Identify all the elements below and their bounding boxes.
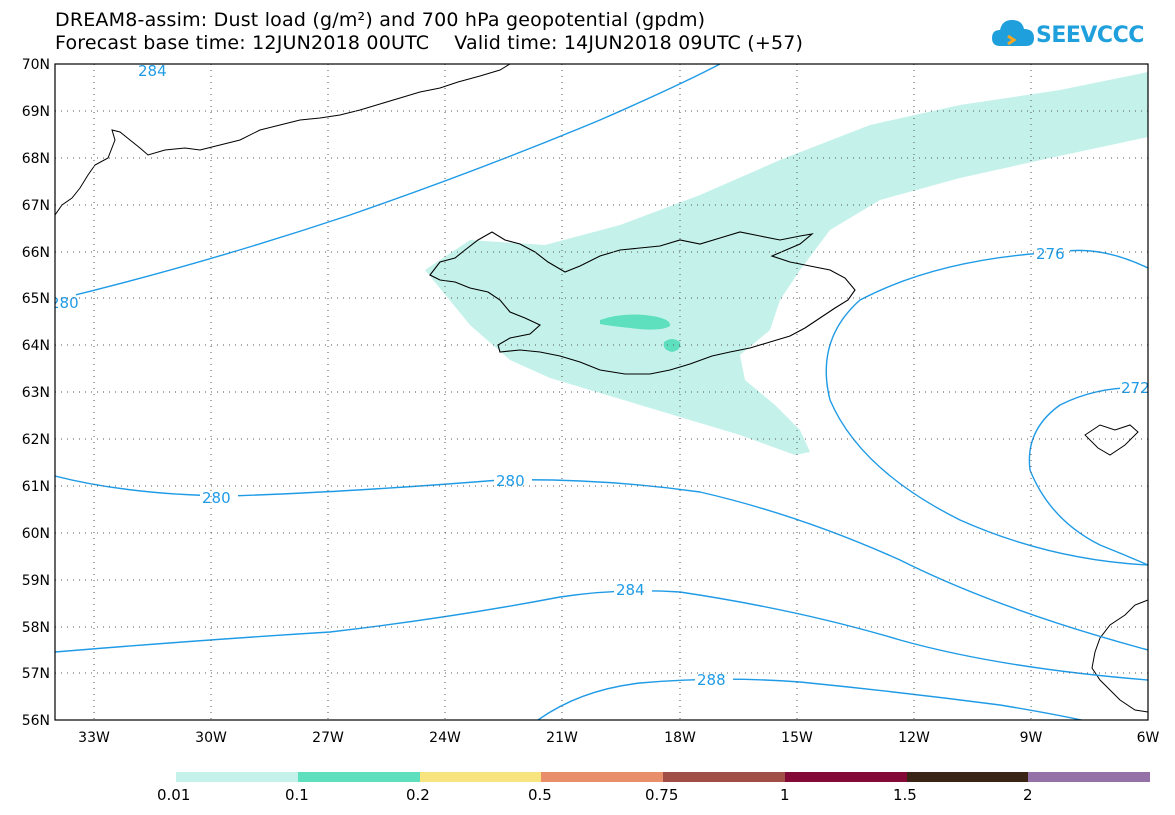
lat-label: 70N <box>22 57 50 73</box>
legend-label: 0.01 <box>157 786 191 804</box>
lon-label: 27W <box>312 730 344 746</box>
cloud-icon <box>992 20 1034 46</box>
lon-label: 9W <box>1020 730 1043 746</box>
legend-label: 1.5 <box>893 786 917 804</box>
legend-swatch <box>906 772 1029 782</box>
legend-label: 0.1 <box>285 786 309 804</box>
logo-text: SEEVCCC <box>1036 23 1144 48</box>
faroe-coastline <box>1084 424 1139 456</box>
contour-label: 272 <box>1121 379 1150 397</box>
lat-label: 68N <box>22 151 50 167</box>
legend-label: 1 <box>780 786 790 804</box>
contour-label: 288 <box>697 671 726 689</box>
lon-label: 30W <box>195 730 227 746</box>
legend-swatch <box>297 772 420 782</box>
legend-swatch <box>541 772 663 782</box>
lat-label: 69N <box>22 104 50 120</box>
contour-284 <box>55 590 1148 681</box>
lat-label: 64N <box>22 338 50 354</box>
longitude-axis: 33W 30W 27W 24W 21W 18W 15W 12W 9W 6W <box>78 730 1159 746</box>
lat-label: 56N <box>22 713 50 729</box>
lat-label: 60N <box>22 526 50 542</box>
map-subtitle: Forecast base time: 12JUN2018 00UTC Vali… <box>55 33 803 54</box>
lat-label: 62N <box>22 432 50 448</box>
contour-label: 284 <box>616 581 645 599</box>
lon-label: 12W <box>898 730 930 746</box>
lon-label: 33W <box>78 730 110 746</box>
dust-patch-medium-1 <box>600 314 671 330</box>
lat-label: 59N <box>22 573 50 589</box>
legend-label: 0.5 <box>528 786 552 804</box>
legend-swatch <box>419 772 542 782</box>
forecast-base-time: Forecast base time: 12JUN2018 00UTC <box>55 32 430 54</box>
seevccc-logo: SEEVCCC <box>990 14 1144 60</box>
map-frame <box>54 63 1149 721</box>
contour-280-north <box>55 64 721 301</box>
lat-label: 57N <box>22 666 50 682</box>
legend-swatch <box>663 772 785 782</box>
lat-label: 66N <box>22 245 50 261</box>
color-legend <box>176 772 1150 782</box>
legend-label: 0.75 <box>645 786 679 804</box>
legend-swatch <box>176 772 298 782</box>
contour-label: 280 <box>496 472 525 490</box>
valid-time: Valid time: 14JUN2018 09UTC (+57) <box>454 32 804 54</box>
lon-label: 24W <box>429 730 461 746</box>
map-title: DREAM8-assim: Dust load (g/m²) and 700 h… <box>55 9 706 31</box>
lat-label: 65N <box>22 291 50 307</box>
graticule <box>55 64 1148 720</box>
iceland-coastline <box>429 231 856 375</box>
lon-label: 21W <box>546 730 578 746</box>
contour-label: 280 <box>202 489 231 507</box>
contour-label: 280 <box>50 294 79 312</box>
legend-label: 2 <box>1023 786 1033 804</box>
scotland-coastline <box>1091 599 1148 713</box>
legend-swatch <box>1028 772 1150 782</box>
lat-label: 63N <box>22 385 50 401</box>
lon-label: 18W <box>664 730 696 746</box>
lon-label: 6W <box>1137 730 1160 746</box>
legend-swatch <box>784 772 907 782</box>
contour-288 <box>537 678 1085 720</box>
legend-label: 0.2 <box>406 786 430 804</box>
lon-label: 15W <box>781 730 813 746</box>
contour-272 <box>1028 386 1148 566</box>
contour-label: 276 <box>1036 245 1065 263</box>
lat-label: 58N <box>22 620 50 636</box>
greenland-coastline <box>55 64 511 216</box>
contour-label: 284 <box>138 62 167 80</box>
dust-plume-light <box>425 72 1148 455</box>
lat-label: 61N <box>22 479 50 495</box>
dust-patch-medium-2 <box>663 339 681 352</box>
latitude-axis: 70N 69N 68N 67N 66N 65N 64N 63N 62N 61N … <box>22 57 50 729</box>
lat-label: 67N <box>22 198 50 214</box>
